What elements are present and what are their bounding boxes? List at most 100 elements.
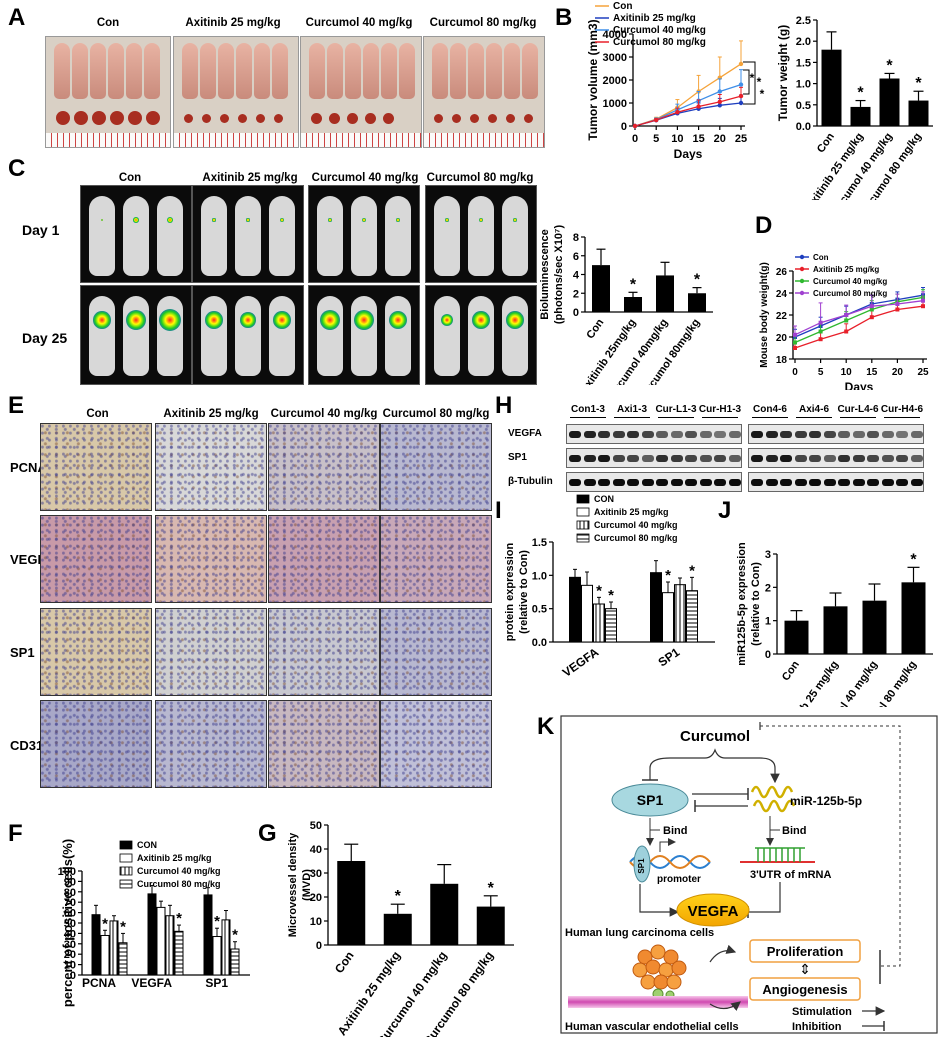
y-axis-label: protein expression (504, 543, 516, 642)
blot-row-label: β-Tubulin (508, 476, 553, 487)
y-tick-label: 26 (776, 267, 788, 278)
ihc-image (268, 608, 380, 696)
signal-spot-icon (513, 218, 517, 222)
k-stim: Stimulation (792, 1006, 852, 1018)
legend-marker (799, 278, 805, 284)
blot-band (896, 479, 908, 486)
x-tick-label: 20 (714, 133, 726, 145)
bar (592, 265, 610, 312)
bioluminescence-image (425, 185, 537, 283)
ihc-image (380, 608, 492, 696)
mouse-icon (144, 43, 160, 99)
bar (100, 934, 110, 976)
mouse-icon (72, 43, 88, 99)
blot-band (656, 431, 668, 438)
c-header-con: Con (118, 172, 142, 184)
bar (593, 603, 605, 643)
signal-spot-icon (445, 218, 449, 222)
mouse-icon (363, 43, 379, 99)
tumor-icon (146, 111, 160, 125)
blot-band (751, 455, 763, 462)
category-label: SP1 (205, 976, 228, 990)
y-axis-label: Bioluminescence (540, 229, 551, 319)
mouse-icon (502, 196, 528, 276)
tumor-icon (184, 113, 193, 123)
series-line (794, 305, 924, 349)
blot-row-label: VEGFA (508, 428, 542, 439)
legend-swatch (119, 866, 133, 876)
blot-band (838, 455, 850, 462)
y-tick-label: 0.5 (796, 100, 811, 112)
ihc-image (40, 515, 152, 603)
legend-swatch (119, 879, 133, 889)
mouse-icon (269, 196, 295, 276)
k-vessel-icon (568, 996, 748, 1008)
mouse-icon (309, 43, 325, 99)
blot-band (852, 479, 865, 486)
x-axis-label: Days (845, 380, 874, 390)
y-tick-label: 20 (776, 333, 788, 344)
series-line (794, 296, 924, 344)
k-bind2: Bind (782, 825, 806, 837)
data-point (818, 320, 823, 325)
y-tick-label: 30 (310, 868, 322, 880)
bar (823, 606, 848, 654)
blot-lane-underline (752, 417, 788, 418)
mouse-icon (235, 196, 261, 276)
significance-star: * (630, 276, 637, 293)
x-tick-label: 25 (735, 133, 747, 145)
blot-band (728, 455, 741, 462)
mouse-icon (432, 43, 448, 99)
k-bind1: Bind (663, 825, 687, 837)
y-tick-label: 90 (64, 876, 76, 888)
data-point (654, 117, 659, 123)
bar (383, 913, 412, 945)
blot-strip (566, 424, 742, 444)
tumor-icon (434, 113, 443, 123)
x-axis-label: Days (674, 147, 703, 160)
signal-spot-icon (125, 309, 147, 331)
tumor-icon (238, 113, 247, 123)
mouse-icon (486, 43, 502, 99)
k-angio: Angiogenesis (762, 982, 847, 997)
panel-label-i: I (495, 497, 502, 524)
y-axis-label: (photons/sec X10⁷) (553, 225, 565, 325)
y-tick-label: 1 (765, 616, 771, 628)
protein-expression-chart: 0.0 0.5 1.0 1.5 * * VEGFA * * SP1 CON Axitinib 25 m… (504, 494, 715, 680)
signal-spot-icon (212, 218, 216, 222)
bar (203, 894, 213, 976)
blot-lane-label: Cur-L4-6 (837, 404, 879, 415)
blot-lane-underline (796, 417, 832, 418)
blot-band (569, 431, 581, 438)
blot-band (728, 479, 741, 486)
bar (581, 584, 593, 643)
tumor-icon (274, 113, 283, 123)
significance-star: * (102, 915, 108, 932)
legend-swatch (119, 840, 133, 850)
signal-spot-icon (440, 313, 454, 327)
bar (476, 906, 505, 945)
blot-band (583, 455, 596, 462)
blot-band (794, 455, 807, 462)
series-line (794, 300, 924, 336)
bar (688, 293, 706, 312)
category-label: Con (780, 659, 802, 684)
mouse-icon (351, 196, 377, 276)
blot-band (583, 479, 596, 486)
y-tick-label: 1000 (603, 98, 627, 110)
blot-lane-label: Cur-H1-3 (698, 404, 742, 415)
k-inhib: Inhibition (792, 1021, 842, 1033)
c-row-day1: Day 1 (22, 222, 60, 238)
blot-band (809, 431, 821, 438)
e-row-pcna: PCNA (10, 460, 47, 475)
signal-spot-icon (506, 311, 524, 329)
mouse-icon (108, 43, 124, 99)
y-tick-label: 30 (64, 939, 76, 951)
k-sp1-label: SP1 (637, 792, 664, 808)
panel-label-k: K (537, 713, 555, 740)
blot-strip (566, 472, 742, 492)
ihc-image (40, 608, 152, 696)
blot-band (809, 479, 821, 486)
